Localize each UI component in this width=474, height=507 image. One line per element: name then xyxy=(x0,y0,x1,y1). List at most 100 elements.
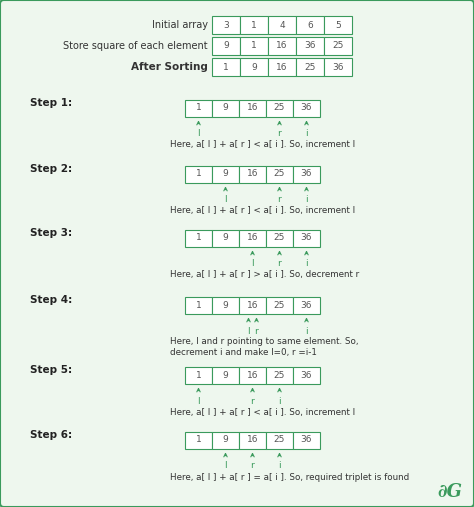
Text: Store square of each element: Store square of each element xyxy=(64,41,208,51)
Text: Here, a[ l ] + a[ r ] < a[ i ]. So, increment l: Here, a[ l ] + a[ r ] < a[ i ]. So, incr… xyxy=(170,408,355,416)
Text: 25: 25 xyxy=(304,62,316,71)
Text: i: i xyxy=(278,396,281,406)
Bar xyxy=(212,99,239,117)
Text: 16: 16 xyxy=(247,234,258,242)
Text: 16: 16 xyxy=(276,62,288,71)
Text: r: r xyxy=(251,461,255,470)
Text: r: r xyxy=(278,196,282,204)
Text: 16: 16 xyxy=(247,169,258,178)
Text: i: i xyxy=(305,196,308,204)
Text: r: r xyxy=(278,129,282,138)
Bar xyxy=(296,58,324,76)
Text: 36: 36 xyxy=(301,103,312,113)
Text: Step 4:: Step 4: xyxy=(30,295,72,305)
Text: Here, a[ l ] + a[ r ] < a[ i ]. So, increment l: Here, a[ l ] + a[ r ] < a[ i ]. So, incr… xyxy=(170,206,355,215)
Bar xyxy=(212,431,239,449)
Bar xyxy=(293,367,320,383)
Bar xyxy=(212,230,239,246)
Bar xyxy=(268,58,296,76)
Bar xyxy=(212,367,239,383)
Text: 3: 3 xyxy=(223,20,229,29)
Text: i: i xyxy=(305,327,308,336)
Text: l: l xyxy=(197,129,200,138)
Text: r: r xyxy=(251,396,255,406)
Text: i: i xyxy=(305,260,308,269)
Text: 9: 9 xyxy=(251,62,257,71)
Bar xyxy=(185,230,212,246)
Text: 1: 1 xyxy=(251,20,257,29)
Text: 16: 16 xyxy=(247,371,258,380)
Text: l: l xyxy=(224,461,227,470)
Text: 36: 36 xyxy=(301,371,312,380)
Bar xyxy=(185,297,212,313)
Bar xyxy=(296,37,324,55)
Bar xyxy=(324,37,352,55)
Text: 25: 25 xyxy=(274,103,285,113)
Text: 1: 1 xyxy=(196,301,201,309)
Bar xyxy=(212,58,240,76)
Bar xyxy=(268,16,296,34)
Bar xyxy=(266,431,293,449)
Bar xyxy=(212,297,239,313)
Text: 1: 1 xyxy=(196,436,201,445)
Text: 1: 1 xyxy=(196,234,201,242)
Bar xyxy=(239,367,266,383)
Text: 1: 1 xyxy=(196,371,201,380)
Text: l: l xyxy=(224,196,227,204)
Text: 9: 9 xyxy=(223,301,228,309)
Text: i: i xyxy=(278,461,281,470)
Bar xyxy=(185,99,212,117)
Bar xyxy=(240,58,268,76)
Bar xyxy=(293,165,320,183)
Text: Here, a[ l ] + a[ r ] < a[ i ]. So, increment l: Here, a[ l ] + a[ r ] < a[ i ]. So, incr… xyxy=(170,140,355,150)
Text: l: l xyxy=(247,327,250,336)
Bar xyxy=(240,16,268,34)
Text: 1: 1 xyxy=(196,169,201,178)
Text: l: l xyxy=(197,396,200,406)
Text: 4: 4 xyxy=(279,20,285,29)
Bar xyxy=(212,165,239,183)
Text: 36: 36 xyxy=(301,436,312,445)
Text: 36: 36 xyxy=(332,62,344,71)
Text: Initial array: Initial array xyxy=(152,20,208,30)
Text: 9: 9 xyxy=(223,169,228,178)
Bar xyxy=(185,367,212,383)
Text: 1: 1 xyxy=(196,103,201,113)
Bar xyxy=(266,367,293,383)
Text: Here, a[ l ] + a[ r ] > a[ i ]. So, decrement r: Here, a[ l ] + a[ r ] > a[ i ]. So, decr… xyxy=(170,271,359,279)
Text: 9: 9 xyxy=(223,371,228,380)
Text: 1: 1 xyxy=(251,42,257,51)
Bar xyxy=(324,58,352,76)
Text: 25: 25 xyxy=(274,234,285,242)
Text: 9: 9 xyxy=(223,42,229,51)
Text: 1: 1 xyxy=(223,62,229,71)
Text: 16: 16 xyxy=(247,103,258,113)
Bar xyxy=(266,230,293,246)
Text: Step 3:: Step 3: xyxy=(30,228,72,238)
Bar xyxy=(296,16,324,34)
Bar xyxy=(240,37,268,55)
Bar xyxy=(239,431,266,449)
Text: 5: 5 xyxy=(335,20,341,29)
Text: 16: 16 xyxy=(247,436,258,445)
Text: 36: 36 xyxy=(301,169,312,178)
Text: Step 2:: Step 2: xyxy=(30,164,72,174)
Bar xyxy=(239,230,266,246)
Text: 9: 9 xyxy=(223,234,228,242)
Bar xyxy=(185,165,212,183)
Text: Here, a[ l ] + a[ r ] = a[ i ]. So, required triplet is found: Here, a[ l ] + a[ r ] = a[ i ]. So, requ… xyxy=(170,473,409,482)
Bar xyxy=(239,99,266,117)
Text: After Sorting: After Sorting xyxy=(131,62,208,72)
Text: 25: 25 xyxy=(332,42,344,51)
Text: 36: 36 xyxy=(301,234,312,242)
Bar xyxy=(239,297,266,313)
Bar xyxy=(293,99,320,117)
Bar xyxy=(293,230,320,246)
Bar xyxy=(266,165,293,183)
Text: 25: 25 xyxy=(274,371,285,380)
Bar xyxy=(293,431,320,449)
Bar xyxy=(268,37,296,55)
Bar xyxy=(266,297,293,313)
Text: 9: 9 xyxy=(223,103,228,113)
Text: 36: 36 xyxy=(304,42,316,51)
